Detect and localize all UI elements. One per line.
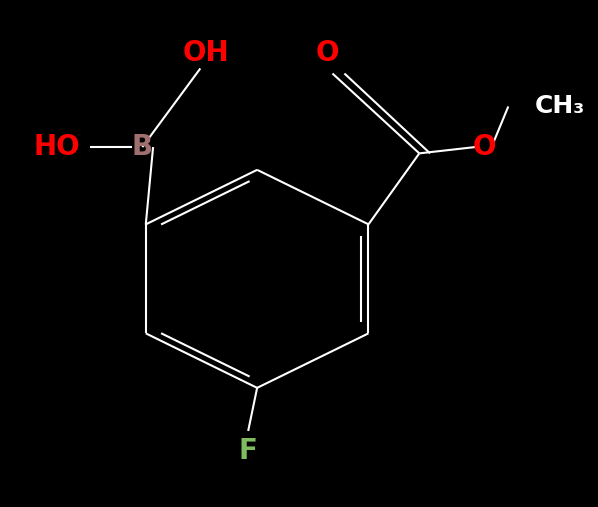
Text: OH: OH: [183, 39, 230, 67]
Text: CH₃: CH₃: [535, 94, 585, 119]
Text: O: O: [316, 39, 340, 67]
Text: O: O: [472, 133, 496, 161]
Text: B: B: [132, 133, 153, 161]
Text: HO: HO: [33, 133, 80, 161]
Text: F: F: [239, 437, 258, 465]
